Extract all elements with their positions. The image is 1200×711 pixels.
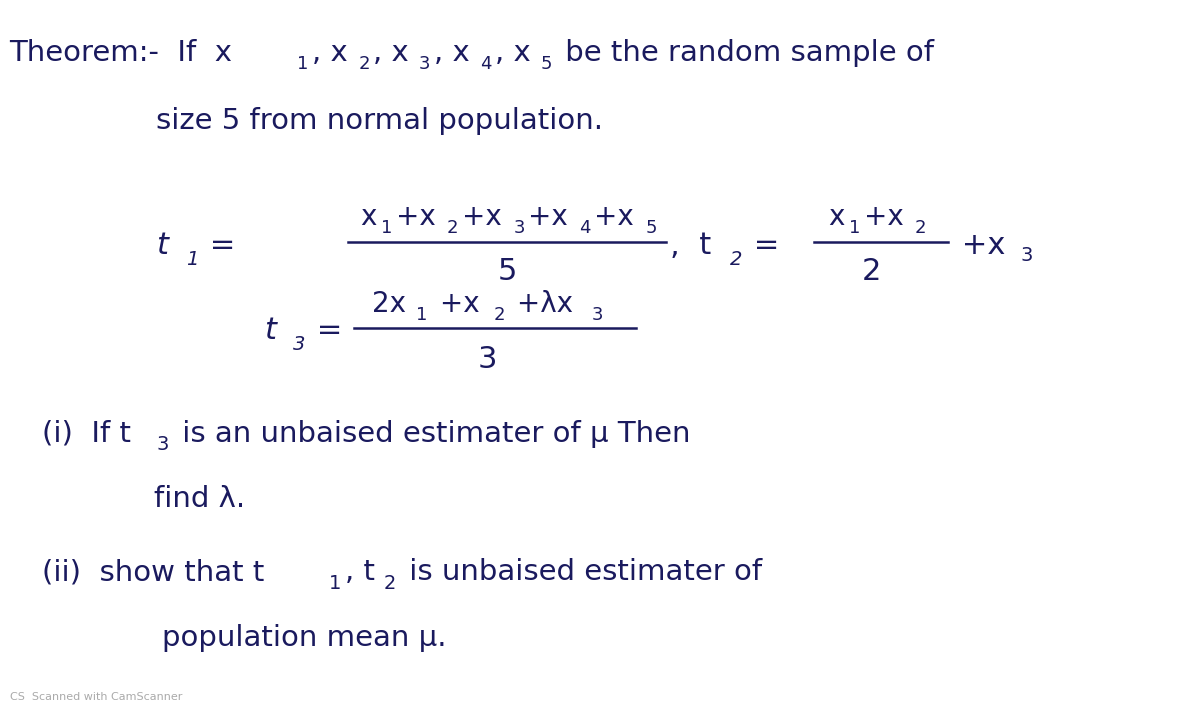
Text: 2: 2 <box>730 250 742 269</box>
Text: 2: 2 <box>916 218 926 237</box>
Text: +x: +x <box>594 203 634 231</box>
Text: x: x <box>360 203 377 231</box>
Text: 1: 1 <box>329 574 341 592</box>
Text: CS  Scanned with CamScanner: CS Scanned with CamScanner <box>10 692 182 702</box>
Text: , x: , x <box>312 39 348 68</box>
Text: 5: 5 <box>646 218 656 237</box>
Text: Theorem:-  If  x: Theorem:- If x <box>10 39 233 68</box>
Text: ,  t: , t <box>670 231 710 260</box>
Text: , t: , t <box>344 558 374 587</box>
Text: size 5 from normal population.: size 5 from normal population. <box>156 107 604 135</box>
Text: , x: , x <box>434 39 469 68</box>
Text: is an unbaised estimater of μ Then: is an unbaised estimater of μ Then <box>173 419 690 448</box>
Text: +λx: +λx <box>508 290 574 319</box>
Text: , x: , x <box>494 39 530 68</box>
Text: (ii)  show that t: (ii) show that t <box>42 558 264 587</box>
Text: 1: 1 <box>416 306 427 324</box>
Text: 3: 3 <box>1020 247 1033 265</box>
Text: 3: 3 <box>419 55 431 73</box>
Text: =: = <box>200 231 235 260</box>
Text: 4: 4 <box>480 55 492 73</box>
Text: +x: +x <box>396 203 436 231</box>
Text: 3: 3 <box>293 336 305 354</box>
Text: 2x: 2x <box>372 290 406 319</box>
Text: be the random sample of: be the random sample of <box>556 39 934 68</box>
Text: 4: 4 <box>580 218 590 237</box>
Text: =: = <box>744 231 779 260</box>
Text: +x: +x <box>528 203 568 231</box>
Text: +x: +x <box>952 231 1004 260</box>
Text: 1: 1 <box>186 250 198 269</box>
Text: 2: 2 <box>862 257 881 286</box>
Text: is unbaised estimater of: is unbaised estimater of <box>400 558 762 587</box>
Text: x: x <box>828 203 845 231</box>
Text: 1: 1 <box>382 218 392 237</box>
Text: 2: 2 <box>448 218 458 237</box>
Text: 1: 1 <box>298 55 308 73</box>
Text: +x: +x <box>462 203 502 231</box>
Text: 5: 5 <box>541 55 552 73</box>
Text: +x: +x <box>431 290 479 319</box>
Text: 5: 5 <box>498 257 517 286</box>
Text: 3: 3 <box>592 306 604 324</box>
Text: =: = <box>307 316 342 345</box>
Text: find λ.: find λ. <box>154 485 245 513</box>
Text: 1: 1 <box>850 218 860 237</box>
Text: , x: , x <box>373 39 409 68</box>
Text: 3: 3 <box>514 218 524 237</box>
Text: 2: 2 <box>384 574 396 592</box>
Text: t: t <box>264 316 276 345</box>
Text: t: t <box>156 231 168 260</box>
Text: 2: 2 <box>493 306 505 324</box>
Text: (i)  If t: (i) If t <box>42 419 131 448</box>
Text: 2: 2 <box>358 55 370 73</box>
Text: population mean μ.: population mean μ. <box>162 624 446 652</box>
Text: 3: 3 <box>478 345 497 373</box>
Text: 3: 3 <box>157 435 169 454</box>
Text: +x: +x <box>864 203 904 231</box>
